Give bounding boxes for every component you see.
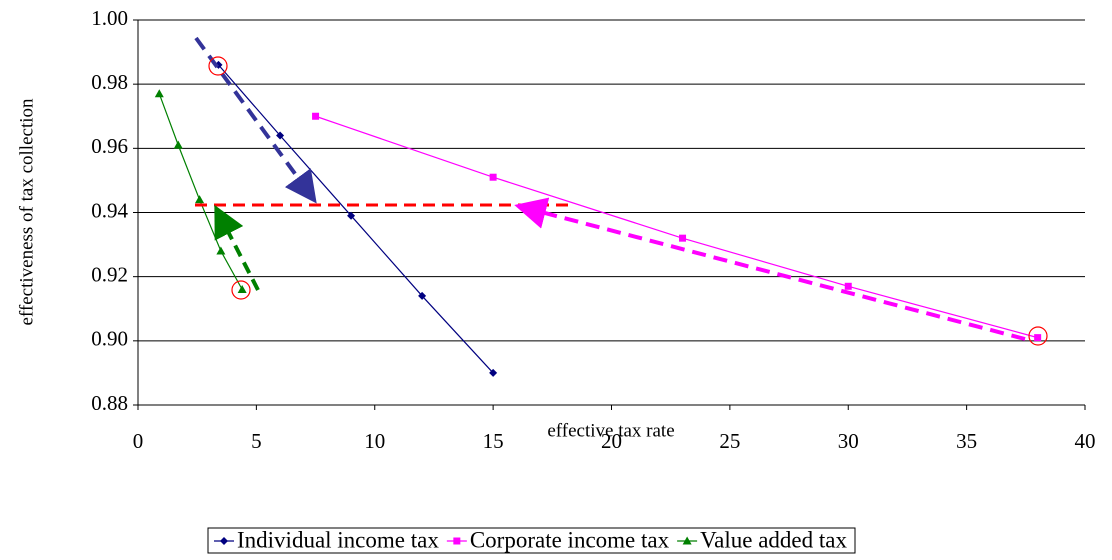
y-tick-label: 0.94 bbox=[91, 198, 128, 222]
x-tick-label: 15 bbox=[483, 429, 504, 453]
x-tick-label: 5 bbox=[251, 429, 262, 453]
y-axis-title: effectiveness of tax collection bbox=[16, 98, 37, 326]
x-tick-label: 30 bbox=[838, 429, 859, 453]
y-tick-label: 0.96 bbox=[91, 134, 128, 158]
y-tick-label: 0.92 bbox=[91, 262, 128, 286]
x-tick-label: 20 bbox=[601, 429, 622, 453]
x-tick-label: 35 bbox=[956, 429, 977, 453]
highlight-circle bbox=[1028, 326, 1048, 346]
x-tick-label: 0 bbox=[133, 429, 144, 453]
x-axis-title: effective tax rate bbox=[547, 420, 674, 441]
marker bbox=[844, 282, 852, 290]
marker bbox=[489, 368, 498, 377]
y-tick-label: 0.90 bbox=[91, 327, 128, 351]
legend-box bbox=[207, 527, 856, 554]
x-tick-label: 25 bbox=[719, 429, 740, 453]
legend-label: Corporate income tax bbox=[470, 527, 670, 552]
marker bbox=[453, 537, 461, 545]
marker bbox=[312, 112, 320, 120]
marker bbox=[1034, 334, 1042, 342]
marker bbox=[276, 131, 285, 140]
series-line bbox=[158, 93, 243, 290]
dashed-blue-arrow bbox=[194, 36, 317, 204]
marker bbox=[489, 173, 497, 181]
series-line bbox=[218, 64, 494, 374]
highlight-circle bbox=[208, 56, 228, 76]
y-tick-label: 0.88 bbox=[91, 391, 128, 415]
marker bbox=[195, 195, 205, 204]
dashed-pink-arrow bbox=[514, 197, 1026, 341]
highlight-circle bbox=[231, 280, 251, 300]
legend-label: Individual income tax bbox=[237, 527, 439, 552]
y-tick-label: 1.00 bbox=[91, 6, 128, 30]
marker bbox=[679, 234, 687, 242]
marker bbox=[220, 537, 228, 545]
x-tick-label: 10 bbox=[364, 429, 385, 453]
plot-area: 0.88 0.90 0.92 0.94 0.96 0.98 1.00 0 5 10 15 20 25 30… bbox=[91, 6, 1095, 453]
marker bbox=[237, 285, 247, 293]
y-tick-label: 0.98 bbox=[91, 70, 128, 94]
marker bbox=[216, 246, 226, 255]
x-tick-label: 40 bbox=[1075, 429, 1096, 453]
marker bbox=[154, 89, 164, 98]
marker bbox=[418, 291, 427, 300]
marker bbox=[173, 140, 183, 149]
legend: Individual income tax Corporate income ta… bbox=[207, 527, 856, 554]
marker bbox=[682, 536, 692, 545]
marker bbox=[347, 211, 356, 220]
legend-label: Value added tax bbox=[700, 527, 847, 552]
series-line bbox=[315, 115, 1038, 339]
annotations bbox=[194, 36, 1048, 346]
dashed-green-arrow bbox=[214, 204, 260, 291]
